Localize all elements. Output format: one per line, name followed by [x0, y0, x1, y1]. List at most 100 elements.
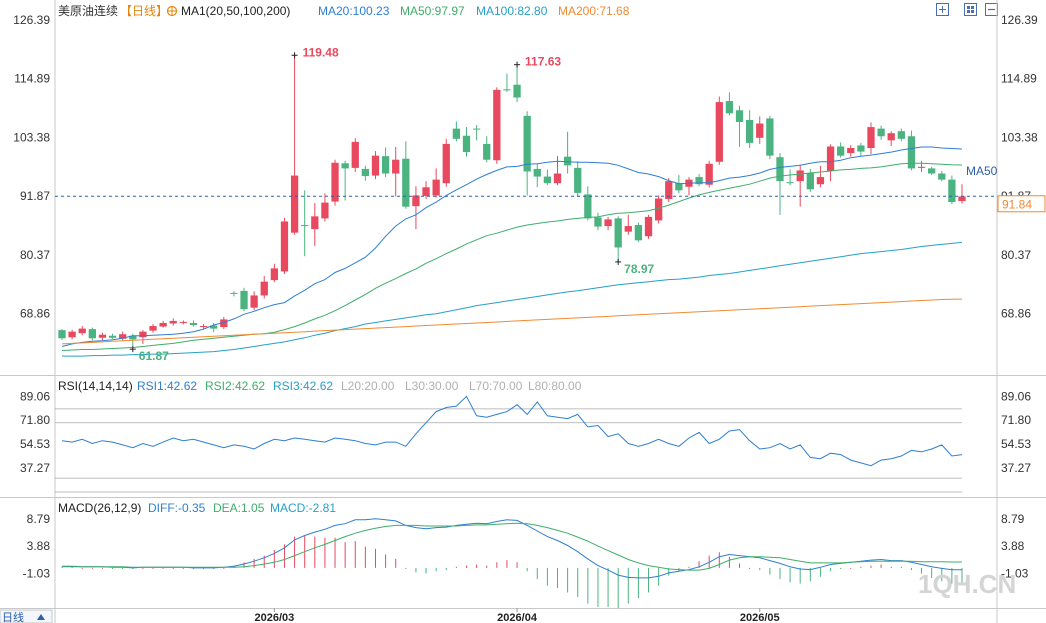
- candle-body-75: [816, 177, 825, 185]
- macd-tick-left-0: 8.79: [27, 512, 51, 526]
- circle-target-icon[interactable]: [166, 5, 178, 17]
- svg-text:日线: 日线: [2, 610, 24, 623]
- candle-body-18: [240, 290, 248, 310]
- candle-body-53: [594, 217, 602, 227]
- candle-body-61: [675, 183, 683, 191]
- candle-body-10: [159, 322, 167, 327]
- candle-body-86: [928, 168, 936, 174]
- candle-body-50: [563, 156, 572, 166]
- price-tick-left-3: 91.87: [20, 189, 50, 203]
- watermark: 1QH.CN: [918, 569, 1016, 599]
- candle-body-22: [280, 221, 289, 272]
- grid-icon[interactable]: [964, 3, 977, 16]
- macd-diff-value: DIFF:-0.35: [148, 501, 206, 515]
- candle-body-45: [513, 84, 521, 98]
- candle-body-57: [634, 225, 643, 241]
- candle-body-51: [574, 167, 582, 193]
- macd-title: MACD(26,12,9): [58, 501, 141, 515]
- rsi2-value: RSI2:42.62: [205, 379, 265, 393]
- ma50-tag: MA50: [966, 164, 998, 178]
- rsi-l30: L30:30.00: [405, 379, 459, 393]
- candle-body-43: [493, 89, 501, 161]
- candle-body-36: [422, 187, 430, 196]
- rsi-tick-left-1: 71.80: [20, 413, 50, 427]
- period-label: 【日线】: [120, 4, 168, 18]
- expand-icon[interactable]: [936, 3, 949, 16]
- rsi-line: [61, 395, 963, 467]
- candle-body-7: [129, 335, 137, 340]
- candle-body-8: [139, 331, 147, 338]
- rsi-tick-right-1: 71.80: [1001, 413, 1031, 427]
- candle-body-37: [432, 179, 440, 196]
- ma100-value: MA100:82.80: [476, 4, 548, 18]
- macd-tick-right-1: 3.88: [1001, 539, 1025, 553]
- minus-icon[interactable]: [985, 3, 998, 16]
- ma-line-ma200: [61, 298, 963, 345]
- candle-body-81: [877, 128, 885, 137]
- candle-body-68: [746, 119, 754, 143]
- candle-body-2: [78, 328, 86, 334]
- rsi-tick-right-2: 54.53: [1001, 437, 1031, 451]
- rsi-tick-right-0: 89.06: [1001, 389, 1031, 403]
- candle-body-46: [523, 115, 531, 172]
- candle-body-83: [897, 131, 905, 139]
- candle-body-41: [472, 128, 481, 130]
- rsi-l20: L20:20.00: [341, 379, 395, 393]
- candle-body-3: [88, 329, 96, 339]
- candle-body-17: [230, 292, 238, 294]
- candle-body-1: [68, 331, 76, 338]
- price-tick-left-0: 126.39: [13, 13, 50, 27]
- macd-hist-value: MACD:-2.81: [270, 501, 336, 515]
- moving-average-lines: [61, 146, 963, 357]
- candle-body-12: [179, 321, 187, 323]
- candle-body-34: [402, 158, 410, 207]
- price-tick-right-0: 126.39: [1001, 13, 1038, 27]
- candle-body-30: [361, 168, 370, 177]
- extreme-label-2: 78.97: [624, 262, 654, 276]
- triangle-up-icon: [37, 614, 45, 620]
- x-tick-label-1: 2026/04: [497, 612, 538, 623]
- indicator-name: MA1(20,50,100,200): [181, 4, 290, 18]
- candle-body-19: [250, 295, 258, 308]
- rsi-tick-left-0: 89.06: [20, 389, 50, 403]
- candle-body-6: [119, 334, 127, 339]
- rsi-l80: L80:80.00: [528, 379, 582, 393]
- candle-body-26: [321, 202, 329, 219]
- candle-body-70: [766, 118, 774, 156]
- candle-body-23: [290, 175, 299, 233]
- extreme-label-0: 119.48: [303, 45, 339, 59]
- macd-dea-line: [62, 522, 962, 571]
- macd-tick-right-0: 8.79: [1001, 512, 1025, 526]
- candle-body-38: [442, 143, 450, 184]
- candle-body-79: [857, 145, 865, 152]
- price-tick-right-5: 68.86: [1001, 306, 1031, 320]
- price-annotations: 91.84 119.48 117.63 78.97 61.87 MA50: [55, 45, 1046, 363]
- candle-body-0: [58, 330, 66, 339]
- candle-body-72: [786, 182, 794, 184]
- rsi-tick-right-3: 37.27: [1001, 461, 1031, 475]
- candle-body-42: [483, 143, 491, 160]
- ma-line-ma50: [61, 162, 963, 351]
- candle-body-11: [169, 320, 177, 324]
- candle-body-56: [624, 226, 632, 232]
- period-button[interactable]: 日线: [0, 609, 53, 623]
- ma-line-ma100: [62, 241, 963, 357]
- candle-body-48: [543, 176, 552, 184]
- candle-body-78: [847, 147, 855, 154]
- candle-body-20: [260, 281, 268, 296]
- rsi1-value: RSI1:42.62: [137, 379, 197, 393]
- ma200-value: MA200:71.68: [558, 4, 630, 18]
- rsi-title: RSI(14,14,14): [58, 379, 133, 393]
- candle-body-76: [826, 146, 835, 171]
- candle-body-27: [331, 162, 339, 202]
- candle-body-73: [796, 170, 804, 182]
- candlesticks: [58, 55, 966, 347]
- macd-panel: 8.79 8.79 3.88 3.88 -1.03 -1.03: [23, 512, 1029, 609]
- candle-body-87: [938, 173, 946, 180]
- price-tick-left-2: 103.38: [13, 130, 50, 144]
- candle-body-44: [503, 89, 511, 91]
- candle-body-58: [644, 216, 653, 237]
- candle-body-32: [381, 156, 390, 174]
